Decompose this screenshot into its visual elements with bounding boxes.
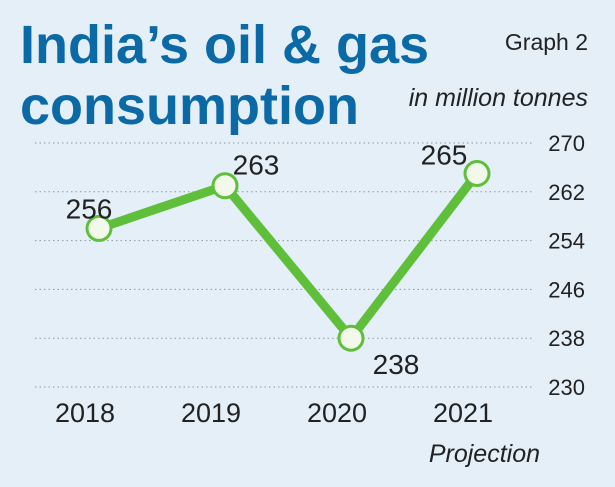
x-tick-label: 2018 xyxy=(55,398,115,428)
data-label: 238 xyxy=(373,349,420,380)
y-tick-label: 246 xyxy=(548,277,585,302)
data-point-marker xyxy=(85,214,113,242)
y-axis-tick-labels: 270 262 254 246 238 230 xyxy=(548,131,585,400)
x-tick-label: 2020 xyxy=(307,398,367,428)
y-tick-label: 254 xyxy=(548,229,585,254)
data-label: 265 xyxy=(421,140,468,171)
x-axis-tick-labels: 2018 2019 2020 2021 xyxy=(55,398,493,428)
unit-label: in million tonnes xyxy=(409,84,588,112)
y-tick-label: 270 xyxy=(548,131,585,156)
data-label: 263 xyxy=(233,150,280,181)
y-tick-label: 238 xyxy=(548,326,585,351)
x-tick-label: 2019 xyxy=(181,398,241,428)
data-point-marker xyxy=(211,172,239,200)
grid xyxy=(35,142,534,388)
consumption-series: 256 263 238 265 xyxy=(66,140,491,380)
projection-label: Projection xyxy=(429,440,540,468)
chart-title-line-1: India’s oil & gas xyxy=(20,15,429,75)
series-line xyxy=(94,169,482,343)
data-label: 256 xyxy=(66,193,113,224)
chart-title-line-2: consumption xyxy=(20,76,359,136)
y-tick-label: 262 xyxy=(548,180,585,205)
y-tick-label: 230 xyxy=(548,375,585,400)
x-tick-label: 2021 xyxy=(433,398,493,428)
data-point-marker xyxy=(337,324,365,352)
data-point-marker xyxy=(463,160,491,187)
graph-label: Graph 2 xyxy=(505,29,588,55)
